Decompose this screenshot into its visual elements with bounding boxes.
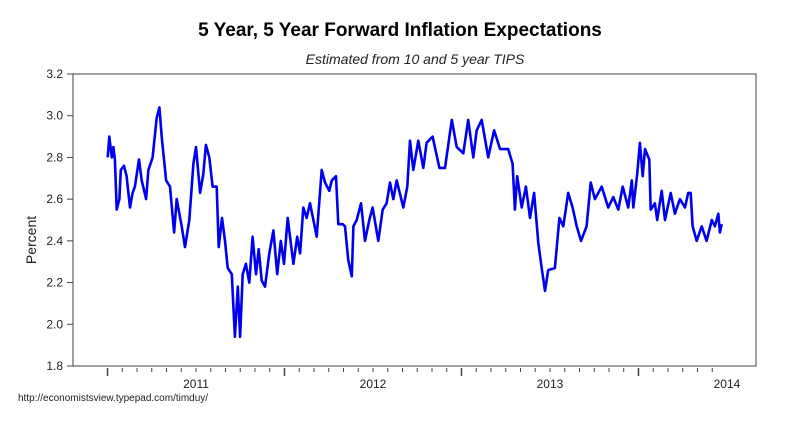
source-url: http://economistsview.typepad.com/timduy… <box>18 393 209 404</box>
plot-frame <box>72 73 757 367</box>
chart-title: 5 Year, 5 Year Forward Inflation Expecta… <box>198 20 602 41</box>
y-tick-label: 2.8 <box>46 150 63 164</box>
x-tick-label: 2014 <box>714 377 741 391</box>
series-line <box>106 106 723 339</box>
x-tick-label: 2013 <box>537 377 564 391</box>
y-tick-label: 3.0 <box>46 109 63 123</box>
chart-subtitle: Estimated from 10 and 5 year TIPS <box>305 51 525 67</box>
x-axis: 2011 2012 2013 2014 <box>106 368 741 391</box>
y-tick-label: 2.4 <box>46 234 63 248</box>
x-tick-label: 2012 <box>360 377 387 391</box>
x-tick-label: 2011 <box>183 377 209 391</box>
y-tick-label: 2.2 <box>46 276 63 290</box>
y-tick-label: 2.6 <box>46 192 63 206</box>
y-axis: 1.8 2.0 2.2 2.4 2.6 2.8 3.0 3.2 <box>46 67 73 373</box>
y-tick-label: 1.8 <box>46 359 63 373</box>
y-axis-label: Percent <box>23 216 39 264</box>
y-tick-label: 2.0 <box>46 317 63 331</box>
y-tick-label: 3.2 <box>46 67 63 81</box>
